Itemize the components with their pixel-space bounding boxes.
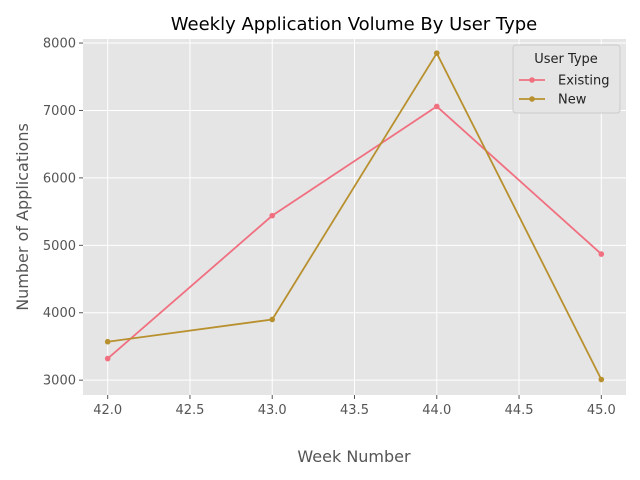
chart-title: Weekly Application Volume By User Type [171, 14, 537, 35]
x-axis-label: Week Number [297, 447, 411, 466]
legend-items: Existing New [519, 74, 610, 108]
legend-marker-new [529, 96, 535, 102]
y-tick-label: 6000 [43, 171, 76, 186]
x-tick-label: 43.5 [340, 403, 369, 418]
y-tick-label: 3000 [43, 374, 76, 389]
x-tick-label: 44.5 [505, 403, 534, 418]
x-tick-label: 44.0 [422, 403, 451, 418]
data-point-existing [433, 103, 440, 110]
y-tick-label: 5000 [43, 239, 76, 254]
data-point-new [269, 316, 276, 323]
x-tick-labels: 42.0 42.5 43.0 43.5 44.0 44.5 45.0 [93, 395, 616, 418]
legend-box [512, 44, 621, 114]
data-point-existing [104, 355, 111, 362]
legend-title: User Type [534, 52, 598, 67]
x-tick-label: 43.0 [258, 403, 287, 418]
x-tick-label: 45.0 [587, 403, 616, 418]
y-tick-labels: 3000 4000 5000 6000 7000 8000 [43, 37, 83, 389]
x-tick-label: 42.5 [175, 403, 204, 418]
data-point-new [104, 338, 111, 345]
y-tick-label: 4000 [43, 306, 76, 321]
x-tick-label: 42.0 [93, 403, 122, 418]
data-point-new [433, 50, 440, 56]
series-line-existing [107, 105, 602, 360]
data-point-existing [269, 212, 276, 219]
y-tick-label: 8000 [43, 37, 76, 52]
y-axis-label: Number of Applications [13, 123, 32, 311]
data-point-new [598, 376, 605, 383]
legend-label-new: New [558, 93, 587, 108]
series-layer [104, 50, 605, 383]
legend: User Type Existing New [512, 44, 621, 114]
data-point-existing [598, 251, 605, 257]
series-line-new [107, 51, 603, 380]
y-tick-label: 7000 [43, 104, 76, 119]
legend-label-existing: Existing [558, 74, 610, 89]
legend-marker-existing [529, 77, 535, 83]
